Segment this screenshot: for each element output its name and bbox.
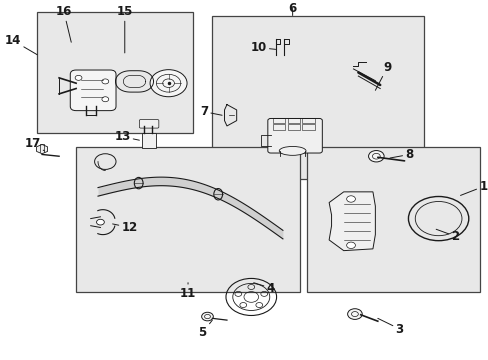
Text: 16: 16 [56, 5, 72, 42]
Circle shape [96, 219, 104, 225]
Bar [37, 12, 192, 133]
Text: 17: 17 [24, 137, 44, 151]
Circle shape [102, 79, 108, 84]
Bar [142, 134, 156, 148]
FancyBboxPatch shape [139, 120, 159, 128]
Bar [302, 118, 314, 123]
Text: 9: 9 [375, 61, 391, 90]
Bar [302, 124, 314, 130]
Text: 11: 11 [180, 283, 196, 300]
Text: 8: 8 [389, 148, 413, 161]
Bar [306, 147, 479, 292]
Circle shape [346, 242, 355, 248]
Ellipse shape [279, 147, 305, 156]
Text: 15: 15 [116, 5, 133, 53]
Bar [212, 15, 423, 179]
Bar [273, 118, 285, 123]
Bar [76, 147, 299, 292]
Text: 7: 7 [200, 105, 222, 118]
Bar [273, 124, 285, 130]
FancyBboxPatch shape [70, 70, 116, 111]
Text: 2: 2 [435, 229, 459, 243]
Text: 3: 3 [377, 318, 403, 336]
Text: 14: 14 [5, 34, 37, 55]
Bar [287, 118, 299, 123]
Text: 10: 10 [250, 41, 275, 54]
Circle shape [150, 69, 187, 97]
Text: 12: 12 [112, 221, 138, 234]
Text: 5: 5 [198, 320, 212, 339]
Circle shape [201, 312, 213, 321]
Circle shape [102, 97, 108, 102]
Text: 4: 4 [253, 282, 274, 294]
Text: 13: 13 [114, 130, 139, 143]
Bar [287, 124, 299, 130]
Circle shape [346, 196, 355, 202]
Text: 6: 6 [288, 2, 296, 15]
Polygon shape [328, 192, 375, 251]
Circle shape [368, 150, 384, 162]
Circle shape [75, 75, 82, 80]
FancyBboxPatch shape [267, 118, 322, 153]
Circle shape [347, 309, 362, 319]
Text: 1: 1 [460, 180, 487, 195]
